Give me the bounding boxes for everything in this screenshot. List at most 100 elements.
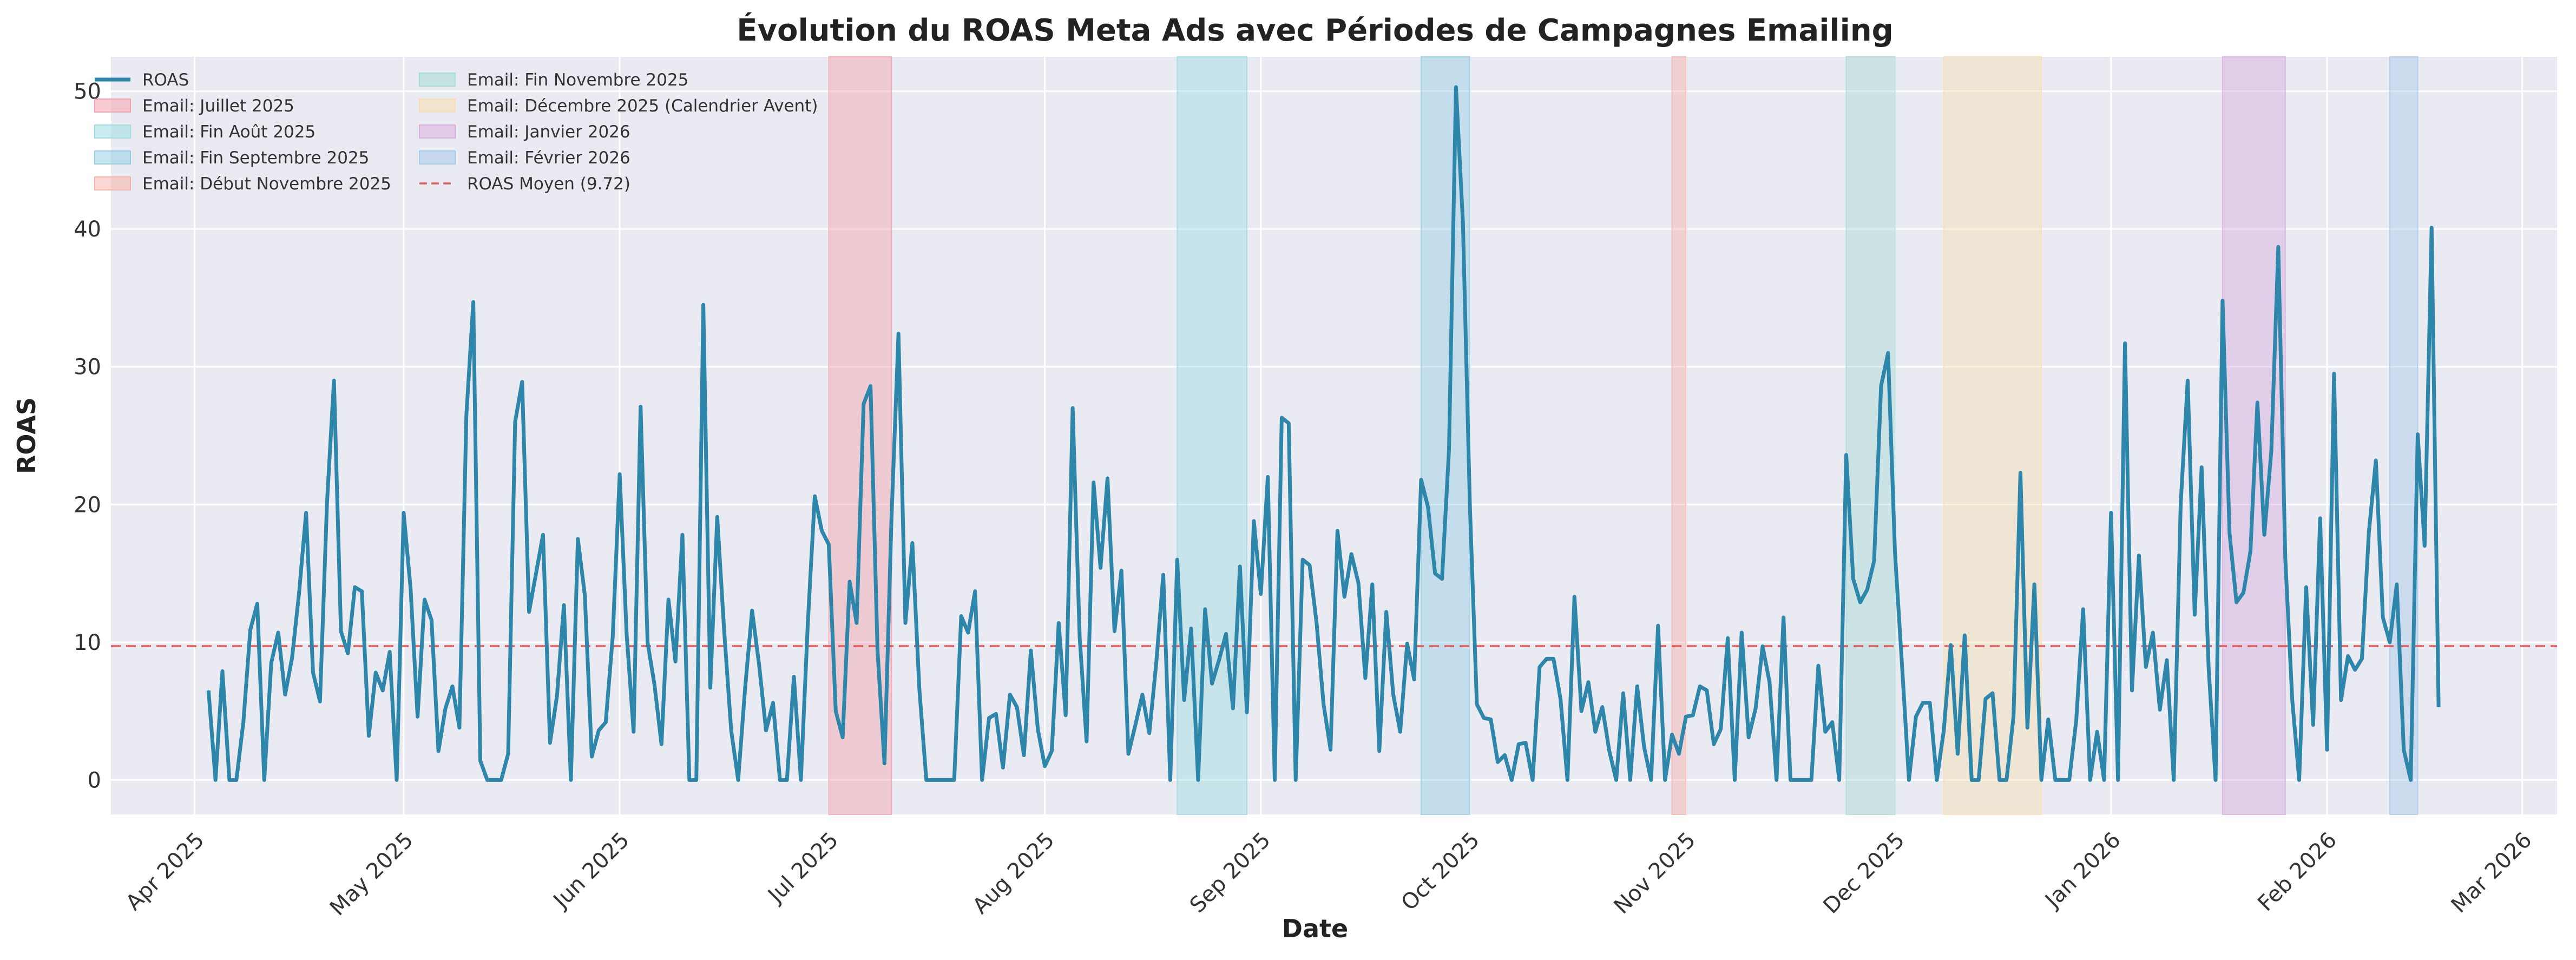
roas-data-point — [1162, 574, 1164, 575]
roas-data-point — [1114, 630, 1115, 632]
legend: ROAS Email: Juillet 2025 Email: Fin Août 2… — [94, 70, 818, 194]
y-axis-label: ROAS — [12, 397, 41, 474]
roas-data-point — [2194, 614, 2195, 615]
roas-data-point — [724, 630, 725, 632]
roas-data-point — [1392, 694, 1394, 695]
x-axis-label: Date — [1282, 914, 1348, 943]
y-tick-label: 10 — [74, 630, 101, 655]
roas-data-point — [340, 630, 341, 632]
legend-swatch-email — [94, 176, 131, 190]
x-tick-label: Mar 2026 — [2447, 827, 2537, 918]
roas-data-point — [1713, 744, 1714, 745]
roas-data-point — [1072, 407, 1073, 409]
legend-label: Email: Fin Août 2025 — [142, 122, 316, 142]
x-tick-label: Sep 2025 — [1185, 827, 1276, 918]
roas-data-point — [249, 629, 251, 630]
roas-data-point — [424, 599, 425, 600]
chart-title: Évolution du ROAS Meta Ads avec Périodes… — [737, 12, 1894, 48]
roas-data-point — [417, 716, 418, 717]
roas-data-point — [1093, 482, 1094, 483]
x-tick-label: Feb 2026 — [2253, 827, 2342, 916]
roas-data-point — [2013, 716, 2014, 717]
y-tick-label: 20 — [74, 492, 101, 517]
x-tick-label: Apr 2025 — [121, 827, 209, 915]
roas-data-point — [563, 604, 564, 606]
roas-data-point — [1246, 712, 1247, 713]
roas-data-point — [410, 588, 411, 589]
roas-data-point — [2027, 727, 2028, 728]
roas-data-point — [709, 687, 711, 688]
roas-data-point — [479, 760, 481, 761]
roas-data-point — [898, 333, 899, 334]
roas-data-point — [1337, 530, 1338, 531]
roas-data-point — [1344, 596, 1345, 597]
roas-data-point — [1574, 596, 1575, 597]
roas-data-point — [333, 380, 334, 381]
roas-data-point — [1637, 686, 1638, 687]
x-tick-label: May 2025 — [325, 827, 418, 920]
legend-label: Email: Début Novembre 2025 — [142, 174, 391, 194]
y-tick-label: 40 — [74, 217, 101, 242]
roas-data-point — [793, 676, 794, 678]
roas-data-point — [2403, 749, 2404, 750]
legend-label: ROAS Moyen (9.72) — [467, 174, 630, 194]
roas-data-point — [849, 581, 850, 582]
legend-swatch-email — [94, 98, 131, 113]
legend-label: Email: Décembre 2025 (Calendrier Avent) — [467, 96, 818, 116]
legend-label: Email: Fin Novembre 2025 — [467, 70, 688, 90]
roas-data-point — [884, 763, 885, 764]
x-tick-label: Oct 2025 — [1397, 827, 1484, 915]
roas-data-point — [1706, 690, 1707, 691]
email-period-band — [1671, 56, 1687, 815]
roas-data-point — [1407, 643, 1408, 644]
legend-swatch-email — [419, 98, 456, 113]
roas-data-point — [1079, 636, 1080, 637]
roas-data-point — [1957, 753, 1959, 754]
roas-data-point — [347, 653, 349, 654]
email-period-bands — [828, 56, 2419, 815]
x-tick-label: Jul 2025 — [762, 827, 843, 909]
roas-data-point — [1943, 730, 1944, 731]
y-tick-label: 30 — [74, 355, 101, 380]
legend-swatch-email — [419, 150, 456, 165]
roas-data-point — [1490, 719, 1491, 720]
x-tick-label: Aug 2025 — [968, 827, 1060, 919]
legend-swatch-email — [94, 124, 131, 139]
roas-data-point — [2222, 300, 2223, 301]
roas-data-point — [1330, 749, 1331, 750]
roas-data-point — [1476, 703, 1477, 705]
legend-swatch-email — [419, 124, 456, 139]
x-tick-label: Dec 2025 — [1818, 827, 1909, 918]
roas-data-point — [1121, 570, 1122, 571]
roas-data-point — [1867, 589, 1868, 590]
email-period-band — [2222, 56, 2286, 815]
x-tick-label: Nov 2025 — [1609, 827, 1700, 919]
roas-data-point — [1323, 703, 1324, 705]
roas-data-point — [1929, 702, 1930, 703]
roas-data-point — [2020, 472, 2021, 474]
roas-data-point — [257, 603, 258, 604]
roas-data-point — [2417, 433, 2419, 435]
roas-data-point — [271, 662, 272, 663]
roas-data-point — [661, 744, 662, 745]
email-period-band — [1845, 56, 1896, 815]
legend-label: Email: Juillet 2025 — [142, 96, 294, 116]
roas-data-point — [473, 301, 474, 303]
roas-data-point — [1177, 559, 1178, 560]
roas-data-point — [640, 406, 641, 407]
roas-data-point — [1762, 646, 1763, 647]
roas-data-point — [584, 595, 586, 596]
roas-data-point — [2187, 380, 2189, 381]
roas-data-point — [2159, 709, 2160, 711]
x-tick-label: Jun 2025 — [548, 827, 634, 914]
roas-data-point — [1309, 564, 1310, 566]
roas-data-point — [668, 599, 669, 600]
legend-label: Email: Février 2026 — [467, 148, 630, 168]
roas-data-point — [208, 690, 209, 691]
roas-data-point — [1128, 753, 1129, 754]
y-tick-label: 0 — [88, 768, 101, 793]
roas-data-point — [2229, 533, 2230, 534]
legend-swatch-email — [419, 73, 456, 87]
